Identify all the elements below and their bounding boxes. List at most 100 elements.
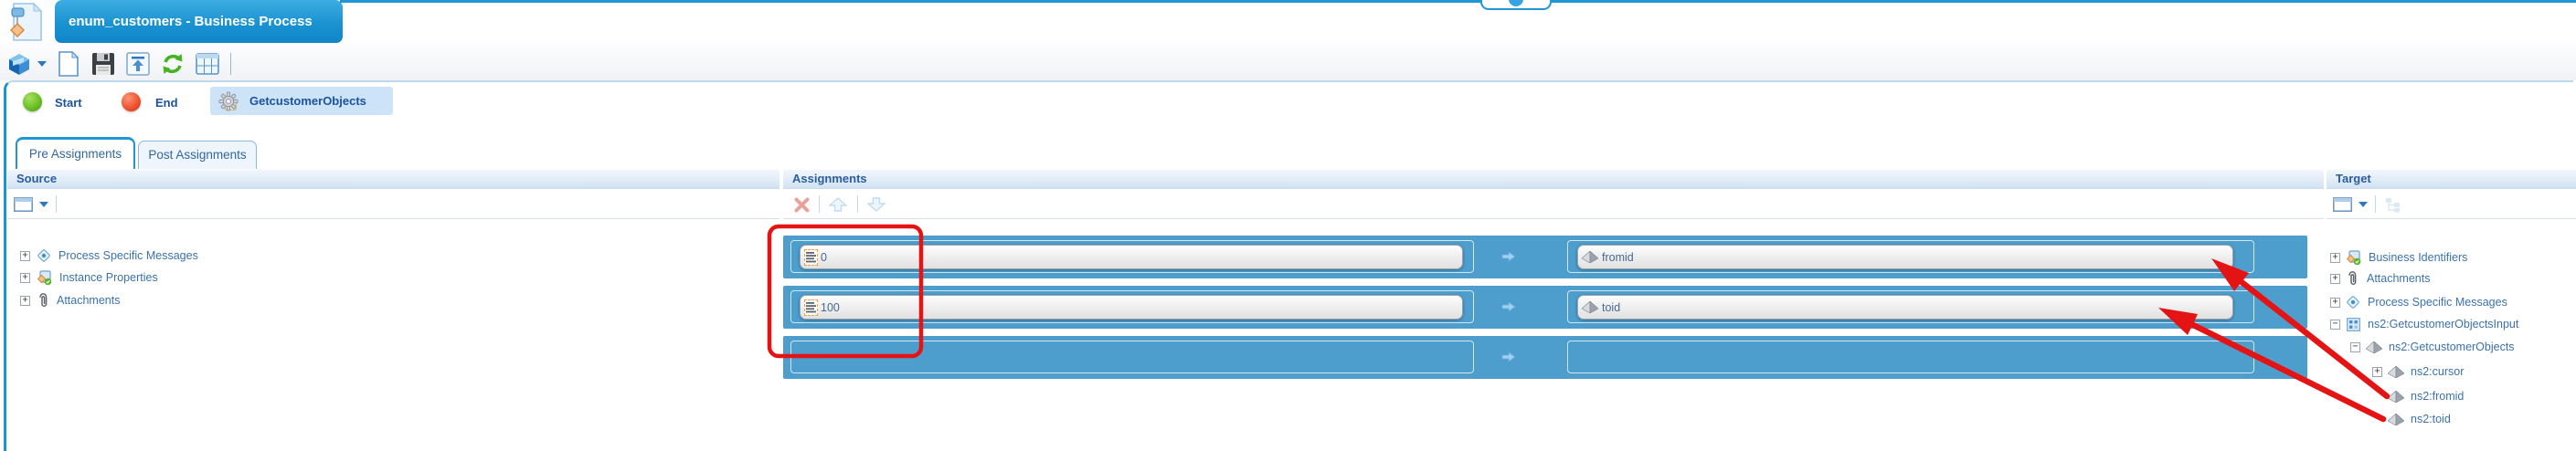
assignment-source-value: 0 xyxy=(821,250,827,264)
palette-collapse-handle[interactable] xyxy=(1480,0,1552,10)
panel-toolbar-separator xyxy=(2375,195,2376,213)
save-icon[interactable] xyxy=(90,50,117,78)
start-node-icon[interactable] xyxy=(23,92,42,111)
expand-plus-icon[interactable]: + xyxy=(2372,366,2382,377)
move-down-icon[interactable] xyxy=(864,194,888,215)
assignment-target-value: toid xyxy=(1602,300,1621,314)
refresh-icon[interactable] xyxy=(159,50,186,78)
tree-item-label: ns2:GetcustomerObjectsInput xyxy=(2368,318,2519,330)
element-diamond-icon xyxy=(2388,365,2404,378)
assignment-row-empty xyxy=(783,336,2307,379)
grid-view-icon[interactable] xyxy=(194,50,221,78)
target-tree-item-cursor[interactable]: + ns2:cursor xyxy=(2372,363,2464,380)
element-diamond-icon xyxy=(2388,413,2404,425)
form-grid-icon xyxy=(2347,317,2360,331)
target-panel-title: Target xyxy=(2336,172,2371,185)
target-panel-header: Target xyxy=(2327,169,2576,189)
assignment-target-field[interactable]: fromid xyxy=(1577,245,2233,269)
document-title-tab[interactable]: enum_customers - Business Process Model* xyxy=(55,0,343,72)
import-push-icon[interactable] xyxy=(124,50,152,78)
toolbar-separator xyxy=(230,53,231,75)
source-tree-item-attachments[interactable]: + Attachments xyxy=(20,292,120,309)
assignments-panel-header: Assignments xyxy=(783,169,2324,189)
paperclip-icon xyxy=(38,292,48,309)
task-node-label: GetcustomerObjects xyxy=(249,94,366,108)
new-document-icon[interactable] xyxy=(55,50,82,78)
source-cell-outline[interactable] xyxy=(790,341,1474,373)
assignment-source-field[interactable]: 0 xyxy=(800,245,1463,269)
source-panel-title: Source xyxy=(16,172,58,185)
end-node-icon[interactable] xyxy=(122,92,141,111)
dropdown-caret-icon[interactable] xyxy=(35,50,49,78)
target-tree-item-business-identifiers[interactable]: + Business Identifiers xyxy=(2330,249,2467,266)
source-tree-item-process-specific-messages[interactable]: + Process Specific Messages xyxy=(20,247,198,264)
expand-plus-icon[interactable]: + xyxy=(20,272,30,283)
element-diamond-icon xyxy=(2388,390,2404,403)
collapse-minus-icon[interactable]: − xyxy=(2350,341,2360,352)
collapse-minus-icon[interactable]: − xyxy=(2330,319,2340,330)
assignment-target-field[interactable]: toid xyxy=(1577,295,2233,320)
properties-check-icon xyxy=(37,269,52,286)
source-panel-header: Source xyxy=(7,169,779,189)
target-tree-item-process-specific-messages[interactable]: + Process Specific Messages xyxy=(2330,294,2507,310)
tab-pre-assignments[interactable]: Pre Assignments xyxy=(16,137,135,169)
expand-plus-icon[interactable]: + xyxy=(20,295,30,306)
tree-item-label: ns2:GetcustomerObjects xyxy=(2389,341,2515,353)
window-view-icon[interactable] xyxy=(2330,194,2354,215)
tab-label: Pre Assignments xyxy=(28,147,122,161)
assignment-source-field[interactable]: 100 xyxy=(800,295,1463,320)
target-tree-item-attachments[interactable]: + Attachments xyxy=(2330,270,2430,287)
window-top-border xyxy=(340,0,2576,3)
assignments-panel-toolbar xyxy=(783,189,2324,219)
tree-item-label: Instance Properties xyxy=(59,271,158,284)
process-3d-menu-icon[interactable] xyxy=(5,50,33,78)
assignment-target-value: fromid xyxy=(1602,250,1634,264)
source-panel-toolbar xyxy=(7,189,779,219)
assignment-source-value: 100 xyxy=(821,300,840,314)
panel-toolbar-separator xyxy=(56,195,57,213)
element-diamond-icon xyxy=(1582,301,1598,313)
tree-item-label: Process Specific Messages xyxy=(2368,296,2507,309)
move-up-icon[interactable] xyxy=(826,194,850,215)
target-tree-item-getcustomerobjectsinput[interactable]: − ns2:GetcustomerObjectsInput xyxy=(2330,316,2518,332)
paperclip-icon xyxy=(2348,270,2358,287)
tree-item-label: ns2:fromid xyxy=(2411,390,2465,403)
expand-plus-icon[interactable]: + xyxy=(2330,273,2340,284)
target-tree-item-fromid[interactable]: ns2:fromid xyxy=(2388,388,2464,404)
tab-label: Post Assignments xyxy=(148,148,247,162)
end-node-label: End xyxy=(155,96,178,110)
target-tree-item-getcustomerobjects[interactable]: − ns2:GetcustomerObjects xyxy=(2350,339,2515,355)
expand-plus-icon[interactable]: + xyxy=(20,250,30,261)
assignments-panel-title: Assignments xyxy=(792,172,867,185)
main-toolbar xyxy=(0,43,2576,80)
assignment-row: 0 fromid xyxy=(783,236,2307,278)
window-view-icon[interactable] xyxy=(11,194,35,215)
dropdown-caret-icon[interactable] xyxy=(37,194,51,215)
expression-lines-icon xyxy=(804,248,818,266)
target-tree-item-toid[interactable]: ns2:toid xyxy=(2388,411,2451,427)
tree-item-label: Attachments xyxy=(57,294,121,307)
target-cell-outline[interactable] xyxy=(1567,341,2254,373)
properties-check-icon xyxy=(2346,249,2361,266)
start-node-label: Start xyxy=(55,96,82,110)
tree-structure-icon[interactable] xyxy=(2381,194,2405,215)
element-diamond-icon xyxy=(1582,251,1598,263)
message-diamond-icon xyxy=(37,248,51,263)
dropdown-caret-icon[interactable] xyxy=(2356,194,2370,215)
gear-icon xyxy=(218,90,239,111)
source-tree-item-instance-properties[interactable]: + Instance Properties xyxy=(20,269,158,286)
tree-item-label: Process Specific Messages xyxy=(58,249,198,262)
task-node-getcustomerobjects[interactable]: GetcustomerObjects xyxy=(210,87,393,115)
tab-post-assignments[interactable]: Post Assignments xyxy=(138,141,257,169)
process-document-icon xyxy=(7,2,44,41)
tree-item-label: ns2:toid xyxy=(2411,413,2451,425)
element-diamond-icon xyxy=(2366,341,2382,353)
panel-toolbar-separator xyxy=(819,195,820,213)
expand-plus-icon[interactable]: + xyxy=(2330,252,2340,263)
mapping-arrow-icon xyxy=(1501,251,1516,262)
delete-x-icon[interactable] xyxy=(790,194,813,215)
target-cell-outline xyxy=(1567,240,2254,273)
collapse-handle-dot xyxy=(1509,0,1523,6)
expand-plus-icon[interactable]: + xyxy=(2330,297,2340,308)
